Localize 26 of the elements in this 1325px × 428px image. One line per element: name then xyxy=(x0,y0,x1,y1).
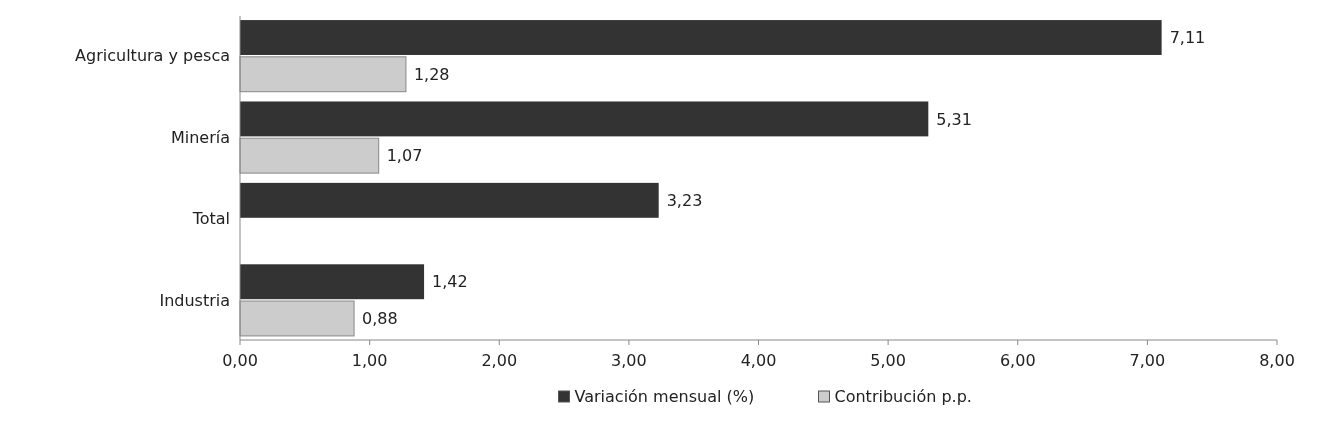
x-tick-label: 5,00 xyxy=(870,351,906,370)
y-tick-label: Industria xyxy=(159,290,230,310)
data-label: 1,28 xyxy=(413,64,450,84)
bar xyxy=(240,101,929,137)
data-label: 1,07 xyxy=(386,146,423,166)
x-tick-label: 7,00 xyxy=(1129,351,1166,370)
bar xyxy=(240,264,425,300)
bar xyxy=(240,20,1162,55)
bar xyxy=(240,182,659,218)
data-label: 0,88 xyxy=(362,309,398,329)
x-tick-label: 1,00 xyxy=(351,351,388,370)
x-tick-label: 3,00 xyxy=(611,351,647,370)
data-label: 5,31 xyxy=(936,109,972,129)
y-tick-label: Total xyxy=(191,209,230,229)
x-tick-label: 2,00 xyxy=(481,351,518,370)
y-tick-label: Agricultura y pesca xyxy=(75,46,230,66)
legend-label: Contribución p.p. xyxy=(834,387,972,406)
legend-label: Variación mensual (%) xyxy=(574,387,755,406)
x-tick-label: 4,00 xyxy=(740,351,777,370)
x-tick-label: 8,00 xyxy=(1259,351,1295,370)
data-label: 1,42 xyxy=(432,272,468,292)
x-tick-label: 6,00 xyxy=(999,351,1036,370)
y-tick-label: Minería xyxy=(170,127,230,147)
data-label: 7,11 xyxy=(1169,28,1206,48)
x-tick-label: 0,00 xyxy=(222,351,258,370)
data-label: 3,23 xyxy=(666,190,703,210)
